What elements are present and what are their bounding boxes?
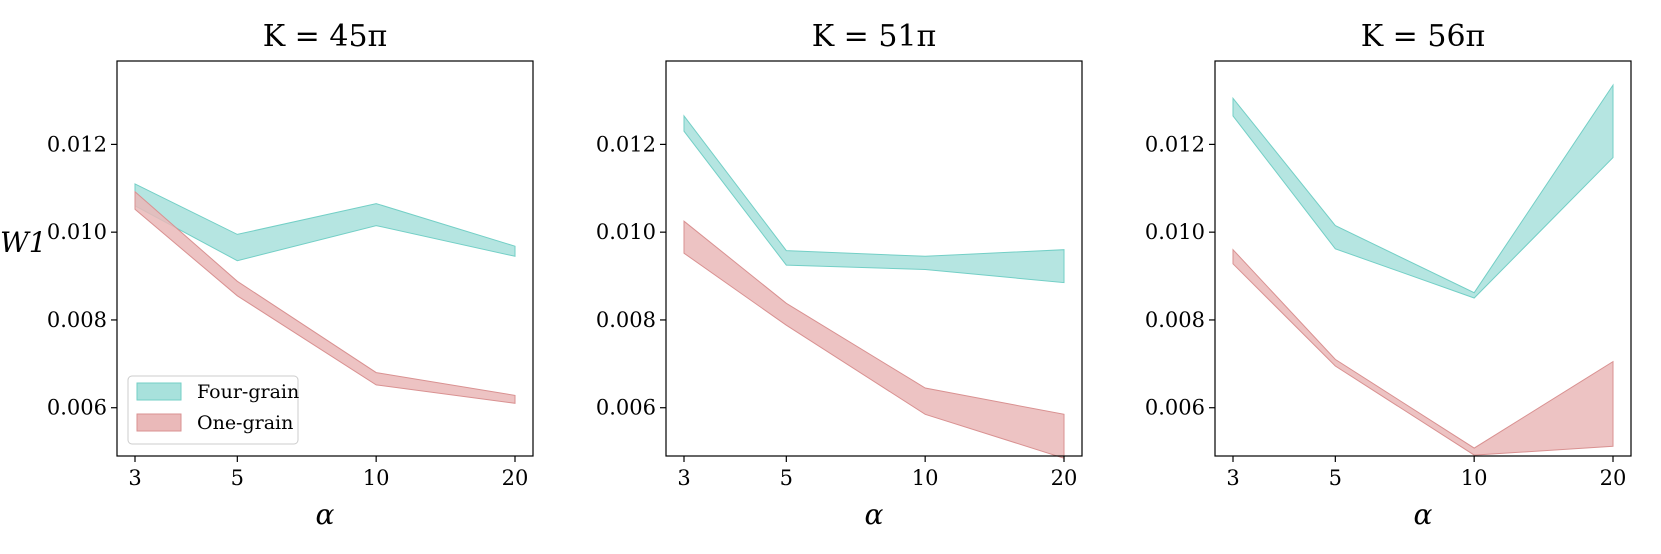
legend-label: Four-grain	[197, 381, 299, 403]
legend-swatch	[136, 382, 182, 401]
x-tick-label: 10	[1461, 466, 1488, 490]
chart-title: K = 51π	[812, 19, 937, 54]
x-tick-label: 10	[363, 466, 390, 490]
x-tick-label: 5	[1329, 466, 1342, 490]
x-tick-label: 5	[780, 466, 793, 490]
chart-title: K = 45π	[263, 19, 388, 54]
chart-panel-1: 0.006 0.008 0.010 0.012 3 5 10 20 K = 45π α Four-g…	[47, 19, 534, 531]
y-tick-label: 0.006	[596, 396, 656, 420]
chart-title: K = 56π	[1361, 19, 1486, 54]
chart-panel-3: 0.006 0.008 0.010 0.012 3 5 10 20 K = 56π α	[1145, 19, 1632, 531]
plot-frame	[1214, 60, 1632, 457]
x-tick-label: 3	[128, 466, 141, 490]
y-tick-label: 0.008	[47, 308, 107, 332]
x-tick-label: 3	[677, 466, 690, 490]
band-one-grain	[1232, 248, 1614, 456]
x-axis-label: α	[865, 498, 884, 531]
x-tick-label: 20	[1051, 466, 1078, 490]
legend-label: One-grain	[197, 412, 293, 434]
band-four-grain	[683, 114, 1065, 284]
y-tick-label: 0.012	[47, 132, 107, 156]
y-tick-label: 0.006	[47, 396, 107, 420]
x-axis-label: α	[316, 498, 335, 531]
y-tick-label: 0.006	[1145, 396, 1205, 420]
plot-frame	[116, 60, 534, 457]
y-tick-label: 0.012	[1145, 132, 1205, 156]
x-tick-label: 5	[231, 466, 244, 490]
band-four-grain	[1232, 83, 1614, 299]
y-tick-label: 0.008	[596, 308, 656, 332]
chart-panel-2: 0.006 0.008 0.010 0.012 3 5 10 20 K = 51π α	[596, 19, 1083, 531]
x-tick-label: 10	[912, 466, 939, 490]
y-axis-label: W1	[0, 226, 47, 259]
x-tick-label: 20	[502, 466, 529, 490]
y-tick-label: 0.010	[47, 220, 107, 244]
band-one-grain	[134, 190, 516, 404]
x-axis-label: α	[1414, 498, 1433, 531]
y-tick-label: 0.012	[596, 132, 656, 156]
x-tick-label: 20	[1600, 466, 1627, 490]
y-tick-label: 0.010	[596, 220, 656, 244]
plot-frame	[665, 60, 1083, 457]
legend: Four-grain One-grain	[127, 375, 299, 445]
x-tick-label: 3	[1226, 466, 1239, 490]
y-tick-label: 0.008	[1145, 308, 1205, 332]
legend-swatch	[136, 413, 182, 432]
y-tick-label: 0.010	[1145, 220, 1205, 244]
